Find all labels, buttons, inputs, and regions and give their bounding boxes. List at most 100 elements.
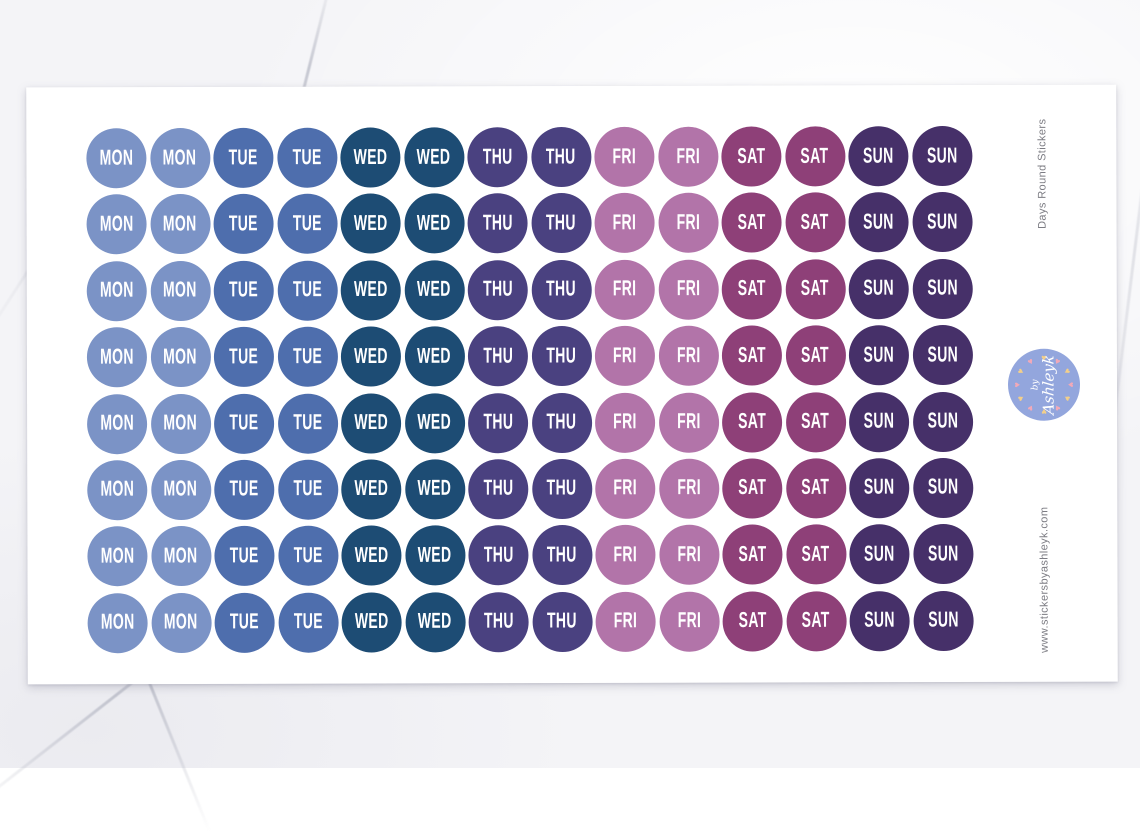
sticker-label: SAT [738,343,766,368]
sticker-tue: TUE [214,526,274,586]
sticker-label: FRI [613,344,637,369]
sticker-wed: WED [341,260,401,320]
sticker-label: THU [483,278,513,303]
sticker-sun: SUN [913,524,973,584]
sticker-thu: THU [532,592,592,652]
sticker-label: MON [100,146,134,171]
sticker-wed: WED [404,127,464,187]
sticker-thu: THU [467,127,527,187]
sticker-fri: FRI [594,127,654,187]
sticker-tue: TUE [278,393,338,453]
sticker-label: SUN [863,210,894,235]
sticker-label: FRI [677,476,701,501]
sticker-label: SUN [927,476,958,501]
sticker-sat: SAT [786,392,846,452]
sticker-label: THU [483,410,513,435]
sticker-sat: SAT [722,326,782,386]
sticker-thu: THU [468,393,528,453]
sticker-label: WED [354,477,388,502]
sticker-label: THU [547,543,577,568]
sticker-label: TUE [293,212,322,237]
sticker-mon: MON [151,394,211,454]
sticker-sat: SAT [785,193,845,253]
sticker-wed: WED [405,592,465,652]
sticker-tue: TUE [277,128,337,188]
sticker-thu: THU [468,459,528,519]
heart-icon: ♥ [1066,380,1076,390]
sticker-label: FRI [613,476,637,501]
sticker-label: FRI [676,211,700,236]
sticker-sat: SAT [722,259,782,319]
sticker-mon: MON [150,261,210,321]
heart-icon: ♥ [1012,380,1022,390]
sticker-label: SUN [864,542,895,567]
sticker-label: SUN [864,343,895,368]
sticker-label: THU [546,145,576,170]
sticker-thu: THU [531,260,591,320]
sticker-label: SAT [801,277,829,302]
sticker-thu: THU [468,260,528,320]
sticker-label: SUN [863,144,894,169]
sticker-label: SUN [927,409,958,434]
sticker-label: THU [547,477,577,502]
heart-icon: ♥ [1014,391,1028,405]
sticker-thu: THU [532,459,592,519]
sticker-label: FRI [677,609,701,634]
sticker-label: SAT [739,609,767,634]
sticker-wed: WED [341,459,401,519]
sticker-mon: MON [150,194,210,254]
sticker-sat: SAT [722,525,782,585]
sticker-label: FRI [677,343,701,368]
sticker-label: TUE [230,610,259,635]
sticker-wed: WED [405,526,465,586]
sticker-wed: WED [405,393,465,453]
sticker-label: WED [354,278,388,303]
sticker-label: MON [100,478,134,503]
sticker-label: TUE [230,477,259,502]
sticker-label: WED [418,344,452,369]
sticker-fri: FRI [595,326,655,386]
sticker-tue: TUE [214,261,274,321]
sticker-label: WED [417,211,451,236]
brand-logo-badge: ♥♥♥♥♥♥♥♥♥♥♥♥ by Ashleyk [1008,349,1080,421]
sticker-label: TUE [292,145,321,170]
sticker-label: WED [418,610,452,635]
sticker-wed: WED [342,592,402,652]
sticker-label: TUE [293,544,322,569]
sticker-label: WED [355,610,389,635]
sticker-label: FRI [614,543,638,568]
heart-icon: ♥ [1061,364,1075,378]
sticker-mon: MON [87,261,147,321]
sticker-tue: TUE [214,327,274,387]
sticker-label: MON [100,212,134,237]
sticker-fri: FRI [595,392,655,452]
sticker-mon: MON [151,593,211,653]
sticker-sun: SUN [912,192,972,252]
sticker-thu: THU [468,326,528,386]
sticker-label: THU [483,543,513,568]
sticker-label: WED [355,543,389,568]
sticker-label: THU [546,277,576,302]
sticker-label: SUN [928,608,959,633]
sticker-label: SAT [738,476,766,501]
sticker-sun: SUN [849,392,909,452]
sticker-sun: SUN [849,524,909,584]
sticker-label: SAT [802,609,830,634]
sticker-tue: TUE [277,260,337,320]
sticker-tue: TUE [278,526,338,586]
sticker-sun: SUN [849,325,909,385]
sticker-label: SUN [927,144,958,169]
sticker-wed: WED [340,127,400,187]
sticker-fri: FRI [659,591,719,651]
sticker-label: MON [101,610,135,635]
sticker-mon: MON [87,327,147,387]
sticker-label: SAT [738,210,766,235]
sticker-label: THU [483,211,513,236]
sticker-label: WED [418,477,452,502]
sticker-fri: FRI [596,592,656,652]
sticker-sat: SAT [786,591,846,651]
sticker-label: MON [163,278,197,303]
sticker-sat: SAT [723,591,783,651]
